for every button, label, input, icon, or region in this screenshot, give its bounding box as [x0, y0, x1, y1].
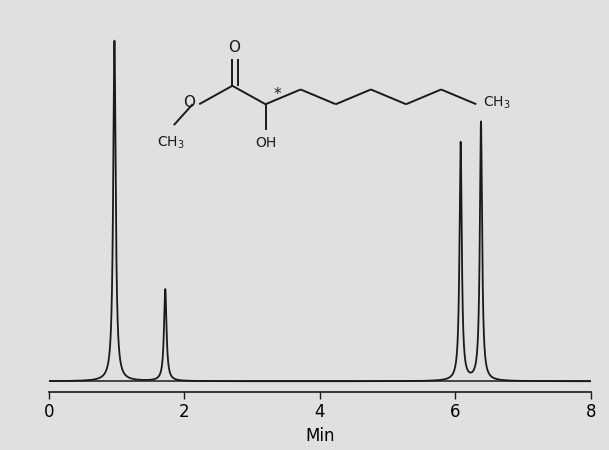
Text: OH: OH — [255, 136, 276, 150]
X-axis label: Min: Min — [305, 427, 334, 445]
Text: CH$_3$: CH$_3$ — [483, 94, 510, 111]
Text: *: * — [273, 87, 281, 102]
Text: CH$_3$: CH$_3$ — [157, 135, 185, 151]
Text: O: O — [228, 40, 240, 55]
Text: O: O — [183, 95, 195, 110]
